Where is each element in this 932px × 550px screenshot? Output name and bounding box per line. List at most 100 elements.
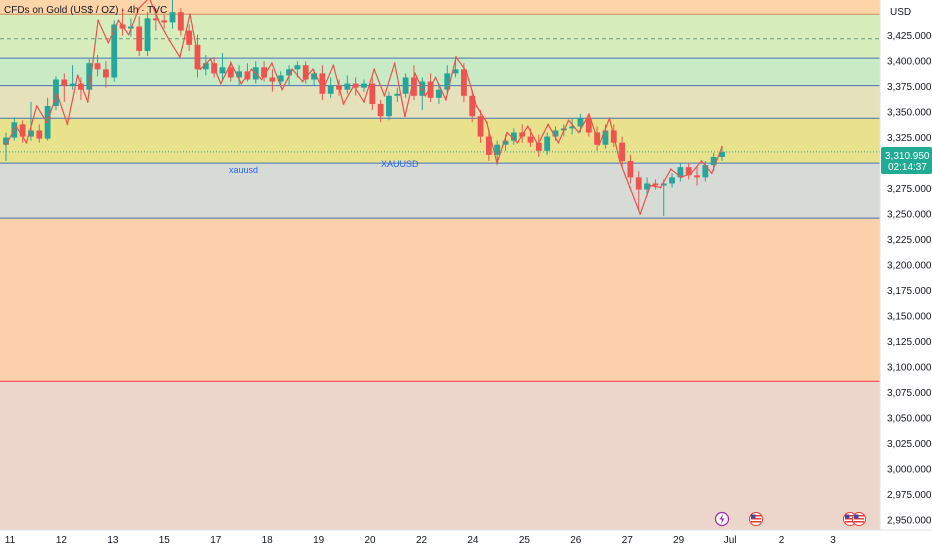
candle-body (186, 30, 193, 45)
price-zones (0, 0, 880, 530)
candle-body (635, 177, 642, 190)
zigzag-vertex (199, 68, 202, 71)
zigzag-vertex (86, 101, 89, 103)
price-tick-label: 3,250.000 (887, 210, 932, 221)
candle-body (577, 118, 584, 127)
zigzag-vertex (659, 186, 662, 189)
candle-body (710, 156, 717, 166)
price-tick-label: 3,175.000 (887, 286, 932, 297)
price-tick-label: 3,375.000 (887, 82, 932, 93)
zigzag-vertex (455, 56, 457, 58)
candle-body (685, 167, 692, 176)
zigzag-vertex (434, 76, 437, 79)
zigzag-vertex (35, 105, 38, 107)
zigzag-vertex (567, 119, 570, 122)
zigzag-vertex (383, 94, 386, 97)
candle-body (3, 137, 9, 145)
candle-body (627, 161, 634, 178)
price-zone (0, 118, 880, 164)
price-zone (0, 58, 880, 86)
zigzag-vertex (649, 184, 652, 187)
zigzag-vertex (15, 125, 18, 128)
zigzag-vertex (117, 19, 120, 22)
price-zone (0, 14, 880, 59)
zigzag-vertex (465, 70, 468, 73)
candle-body (202, 63, 209, 70)
zigzag-vertex (710, 172, 713, 175)
zigzag-vertex (393, 62, 396, 65)
time-tick-label: 22 (416, 535, 428, 546)
candle-body (94, 63, 101, 70)
candle-body (411, 77, 417, 96)
candle-body (544, 136, 551, 151)
zigzag-vertex (547, 123, 550, 126)
candle-body (78, 83, 84, 90)
us-flag-icon[interactable] (852, 512, 866, 526)
time-tick-label: 17 (210, 535, 222, 546)
zigzag-vertex (526, 125, 529, 128)
zigzag-vertex (322, 88, 324, 91)
candle-body (494, 144, 501, 155)
candle-body (477, 116, 484, 137)
candle-body (227, 67, 234, 78)
candle-body (602, 130, 609, 145)
candle-body (619, 142, 626, 162)
currency-label[interactable]: USD (890, 7, 911, 18)
time-tick-label: 3 (830, 535, 836, 546)
candle-body (652, 183, 659, 186)
zigzag-vertex (485, 121, 488, 124)
candle-body (161, 20, 168, 23)
candle-body (394, 93, 401, 96)
zigzag-vertex (342, 103, 345, 105)
zigzag-vertex (301, 80, 304, 83)
candle-body (286, 69, 292, 76)
time-tick-label: 15 (159, 535, 171, 546)
candle-body (485, 136, 492, 155)
candle-body (677, 167, 684, 178)
chart-title: CFDs on Gold (US$ / OZ) · 4h · TVC (4, 5, 167, 16)
candle-body (344, 83, 351, 90)
zigzag-vertex (46, 121, 48, 124)
time-tick-label: 24 (467, 535, 479, 546)
zigzag-vertex (608, 117, 611, 120)
time-scale[interactable] (0, 530, 932, 550)
price-tick-label: 3,325.000 (887, 133, 932, 144)
candle-body (660, 183, 667, 186)
time-tick-label: 26 (570, 535, 582, 546)
zigzag-vertex (475, 105, 478, 107)
zigzag-vertex (178, 56, 181, 58)
lightning-icon[interactable] (714, 511, 730, 527)
candle-body (702, 165, 709, 178)
candle-body (136, 26, 143, 51)
last-price: 3,310.950 (885, 151, 930, 162)
zigzag-vertex (588, 113, 590, 116)
zigzag-vertex (506, 131, 509, 134)
price-scale[interactable] (880, 0, 932, 530)
us-flag-icon[interactable] (749, 512, 763, 526)
price-tick-label: 2,975.000 (887, 490, 932, 501)
candle-body (111, 24, 118, 78)
zigzag-vertex (404, 115, 406, 118)
candle-body (302, 65, 309, 80)
zone-label-xauusd-lower: xauusd (229, 165, 258, 175)
zigzag-vertex (414, 72, 417, 75)
candle-body (386, 95, 392, 117)
zigzag-vertex (557, 141, 560, 144)
zigzag-vertex (373, 68, 376, 71)
price-zone (0, 218, 880, 382)
candle-body (436, 89, 442, 98)
zigzag-vertex (56, 92, 59, 95)
price-tick-label: 3,425.000 (887, 31, 932, 42)
candle-body (294, 65, 301, 70)
zigzag-vertex (629, 186, 631, 189)
price-tick-label: 3,225.000 (887, 235, 932, 246)
candle-body (644, 183, 650, 190)
zigzag-vertex (250, 68, 253, 71)
zigzag-vertex (271, 62, 273, 65)
zigzag-vertex (291, 68, 294, 71)
zigzag-vertex (158, 21, 161, 24)
time-tick-label: 13 (107, 535, 119, 546)
time-tick-label: 27 (622, 535, 634, 546)
candle-body (535, 142, 542, 151)
zigzag-vertex (281, 88, 284, 91)
